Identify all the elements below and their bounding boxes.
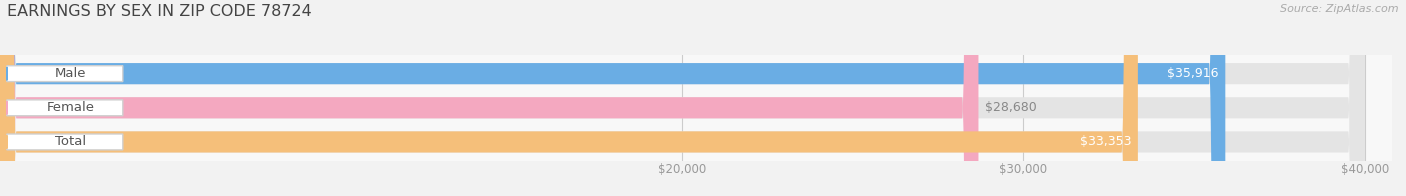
FancyBboxPatch shape — [0, 0, 1365, 196]
FancyBboxPatch shape — [0, 0, 979, 196]
FancyBboxPatch shape — [7, 100, 122, 116]
Text: Source: ZipAtlas.com: Source: ZipAtlas.com — [1281, 4, 1399, 14]
Text: Total: Total — [55, 135, 86, 148]
FancyBboxPatch shape — [7, 66, 122, 82]
FancyBboxPatch shape — [0, 0, 1225, 196]
Text: $28,680: $28,680 — [986, 101, 1038, 114]
FancyBboxPatch shape — [0, 0, 1365, 196]
Text: Male: Male — [55, 67, 86, 80]
FancyBboxPatch shape — [0, 0, 1137, 196]
Text: Female: Female — [46, 101, 94, 114]
Text: $35,916: $35,916 — [1167, 67, 1219, 80]
Text: $33,353: $33,353 — [1080, 135, 1130, 148]
Text: EARNINGS BY SEX IN ZIP CODE 78724: EARNINGS BY SEX IN ZIP CODE 78724 — [7, 4, 312, 19]
FancyBboxPatch shape — [7, 134, 122, 150]
FancyBboxPatch shape — [0, 0, 1365, 196]
